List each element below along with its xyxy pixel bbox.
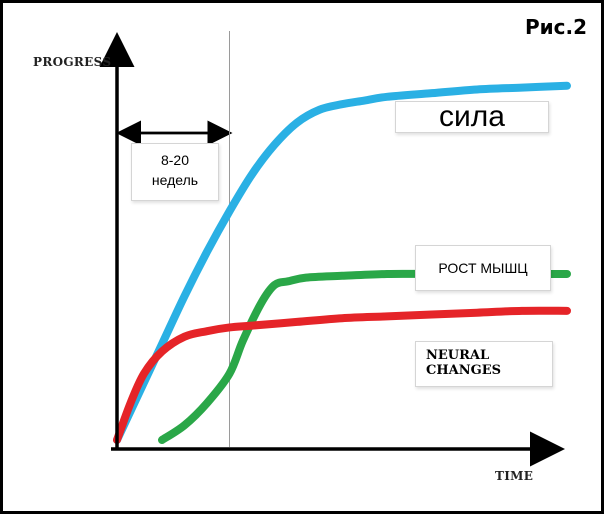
interval-value: 8-20 [160, 152, 190, 168]
x-axis-label: TIME [495, 469, 534, 483]
series-line-strength [113, 81, 571, 444]
legend-muscle-growth: РОСТ МЫШЦ [415, 245, 551, 291]
legend-strength: сила [395, 101, 549, 133]
line-chart [99, 31, 571, 467]
legend-neural-changes: NEURAL CHANGES [415, 341, 553, 387]
interval-label-box: 8-20 недель [131, 143, 219, 201]
figure-label: Рис.2 [524, 15, 587, 39]
legend-strength-label: сила [439, 100, 505, 133]
legend-neural-changes-label: NEURAL CHANGES [426, 348, 501, 378]
interval-unit: недель [151, 172, 199, 188]
y-axis-label: PROGRESS [33, 55, 112, 69]
series-line-neural-changes [113, 306, 571, 444]
legend-muscle-growth-label: РОСТ МЫШЦ [438, 260, 528, 276]
